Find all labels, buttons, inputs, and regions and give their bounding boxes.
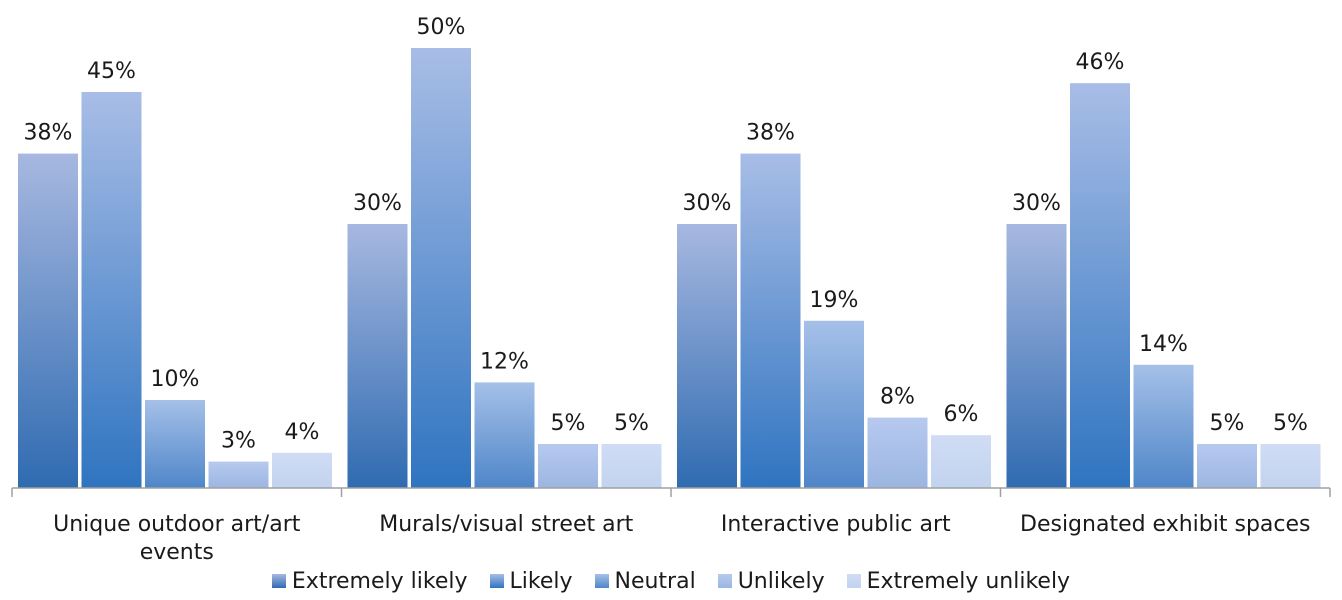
bar-neutral-3: [804, 320, 864, 488]
data-label-unlikely-1: 3%: [221, 429, 256, 454]
legend-swatch: [846, 574, 861, 588]
data-label-neutral-4: 14%: [1139, 332, 1188, 357]
bar-likely-1: [81, 92, 142, 488]
bar-neutral-1: [145, 400, 205, 488]
legend-swatch: [594, 574, 609, 588]
legend-label: Unlikely: [737, 568, 825, 594]
category-label-2: Murals/visual street art: [379, 512, 633, 537]
data-label-extremely-unlikely-3: 6%: [944, 402, 979, 427]
category-label-1: Unique outdoor art/art: [53, 512, 301, 537]
bar-extremely-unlikely-3: [931, 435, 991, 488]
data-label-extremely-unlikely-2: 5%: [614, 411, 649, 436]
category-label-3: Interactive public art: [721, 512, 951, 537]
bar-extremely-likely-3: [677, 224, 737, 488]
bar-extremely-unlikely-2: [601, 444, 662, 488]
bar-extremely-likely-4: [1006, 224, 1067, 488]
x-axis: [11, 487, 1331, 497]
bar-likely-4: [1070, 83, 1130, 488]
bar-unlikely-4: [1197, 444, 1257, 488]
bar-neutral-2: [474, 382, 535, 488]
legend: Extremely likely Likely Neutral Unlikely Ext…: [0, 564, 1342, 598]
data-label-extremely-likely-3: 30%: [683, 191, 732, 216]
category-label-1-line-2: events: [140, 540, 214, 564]
bar-chart: 38% 45% 10% 3% 4% 30% 50% 12% 5% 5% 30% 38% 19% 8% 6% 3…: [11, 15, 1331, 564]
legend-label: Extremely likely: [291, 568, 468, 594]
legend-swatch: [717, 574, 732, 588]
data-label-extremely-likely-4: 30%: [1012, 191, 1061, 216]
legend-swatch: [271, 574, 286, 588]
data-labels-layer: 38% 45% 10% 3% 4% 30% 50% 12% 5% 5% 30% 38% 19% 8% 6% 3…: [24, 15, 1308, 454]
data-label-extremely-unlikely-1: 4%: [285, 420, 320, 445]
bar-extremely-likely-2: [347, 224, 408, 488]
bar-extremely-unlikely-1: [272, 452, 332, 488]
data-label-likely-1: 45%: [87, 59, 136, 84]
legend-item-unlikely: Unlikely: [717, 568, 825, 594]
bar-extremely-unlikely-4: [1260, 444, 1321, 488]
data-label-unlikely-4: 5%: [1210, 411, 1245, 436]
bar-unlikely-1: [208, 461, 269, 488]
data-label-neutral-2: 12%: [480, 349, 529, 374]
legend-label: Extremely unlikely: [866, 568, 1071, 594]
data-label-unlikely-2: 5%: [551, 411, 586, 436]
bar-likely-3: [740, 153, 801, 488]
data-label-extremely-unlikely-4: 5%: [1273, 411, 1308, 436]
legend-item-neutral: Neutral: [594, 568, 696, 594]
legend-item-extremely-unlikely: Extremely unlikely: [846, 568, 1071, 594]
data-label-extremely-likely-1: 38%: [24, 121, 73, 146]
data-label-likely-4: 46%: [1076, 50, 1125, 75]
bar-unlikely-3: [867, 417, 928, 488]
data-label-likely-2: 50%: [417, 15, 466, 40]
bar-unlikely-2: [538, 444, 598, 488]
data-label-unlikely-3: 8%: [880, 385, 915, 410]
legend-item-extremely-likely: Extremely likely: [271, 568, 468, 594]
category-label-4: Designated exhibit spaces: [1020, 512, 1310, 537]
legend-swatch: [489, 574, 504, 588]
data-label-likely-3: 38%: [746, 121, 795, 146]
legend-item-likely: Likely: [489, 568, 573, 594]
bar-neutral-4: [1133, 364, 1194, 488]
data-label-neutral-1: 10%: [151, 367, 200, 392]
bars-layer: [18, 48, 1321, 488]
bar-extremely-likely-1: [18, 153, 78, 488]
data-label-neutral-3: 19%: [810, 288, 859, 313]
bar-likely-2: [411, 48, 471, 488]
data-label-extremely-likely-2: 30%: [353, 191, 402, 216]
legend-label: Neutral: [614, 568, 696, 594]
category-labels-layer: Unique outdoor art/art events Murals/visua…: [53, 512, 1310, 564]
legend-label: Likely: [509, 568, 573, 594]
